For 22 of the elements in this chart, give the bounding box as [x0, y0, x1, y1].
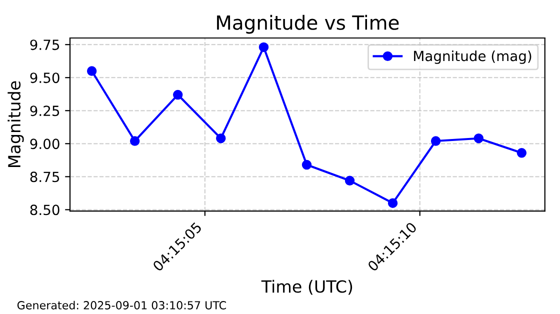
- point: [474, 134, 484, 144]
- point: [516, 148, 527, 158]
- point: [172, 90, 183, 100]
- y-tick-label: 9.25: [30, 106, 60, 116]
- point: [258, 42, 269, 52]
- legend-label: Magnitude (mag): [414, 50, 532, 64]
- point: [388, 198, 398, 208]
- y-tick-label: 9.50: [30, 72, 60, 84]
- y-tick-label: 8.75: [30, 172, 60, 182]
- point: [86, 66, 97, 76]
- point: [344, 176, 355, 186]
- text: Generated: 2025-09-01 03:10:57 UTC: [17, 300, 226, 310]
- y-axis-title: Magnitude: [8, 81, 24, 168]
- point: [130, 136, 140, 146]
- y-tick-label: 9.00: [30, 138, 60, 150]
- y-tick-label: 9.75: [30, 40, 60, 50]
- y-tick-label: 8.50: [30, 204, 60, 216]
- point: [430, 136, 441, 146]
- chart-title: Magnitude vs Time: [217, 14, 399, 34]
- x-axis-title: Time (UTC): [261, 280, 352, 295]
- point: [302, 160, 312, 170]
- point: [216, 134, 226, 144]
